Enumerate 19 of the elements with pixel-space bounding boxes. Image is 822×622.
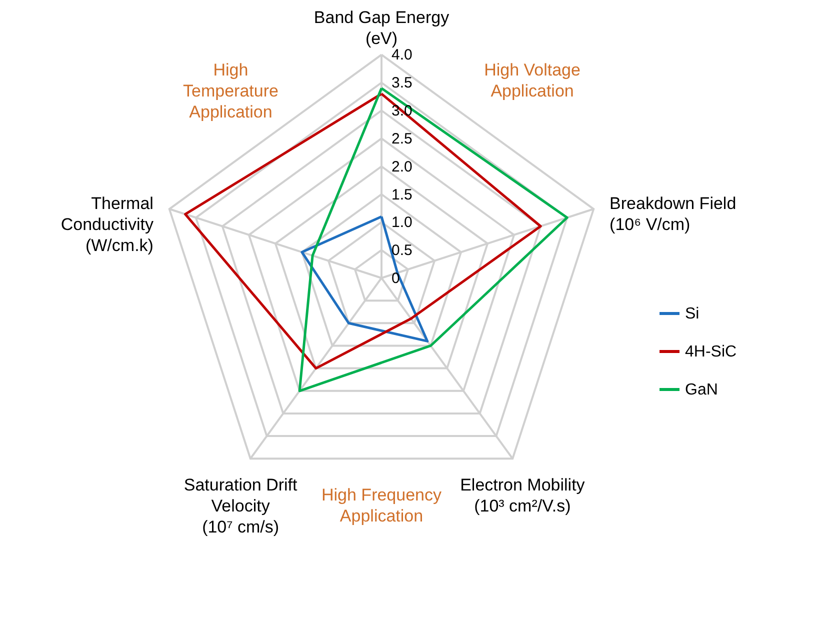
y-tick-label: 2.5 — [392, 130, 412, 148]
y-tick-label: 0 — [392, 270, 400, 287]
y-tick-label: 1.5 — [392, 186, 412, 204]
y-tick-label: 0.5 — [392, 242, 412, 260]
spoke-label: Saturation Drift Velocity (10⁷ cm/s) — [184, 476, 298, 537]
legend-label: 4H-SiC — [685, 344, 737, 360]
spoke-label: Electron Mobility (10³ cm²/V.s) — [460, 476, 586, 516]
spoke-label: Thermal Conductivity (W/cm.k) — [60, 194, 154, 255]
legend-label: GaN — [685, 382, 718, 398]
y-tick-label: 2.0 — [392, 158, 412, 176]
spoke-label: Breakdown Field (10⁶ V/cm) — [610, 194, 736, 234]
y-tick-label: 1.0 — [392, 214, 412, 232]
text: High Frequency Application — [321, 486, 442, 526]
legend-label: Si — [685, 306, 700, 322]
y-tick-label: 3.5 — [392, 74, 412, 92]
spoke-label: Band Gap Energy (eV) — [314, 8, 450, 48]
y-tick-label: 4.0 — [392, 46, 412, 64]
text: High Temperature Application — [183, 60, 278, 122]
text: High Voltage Application — [484, 60, 580, 100]
